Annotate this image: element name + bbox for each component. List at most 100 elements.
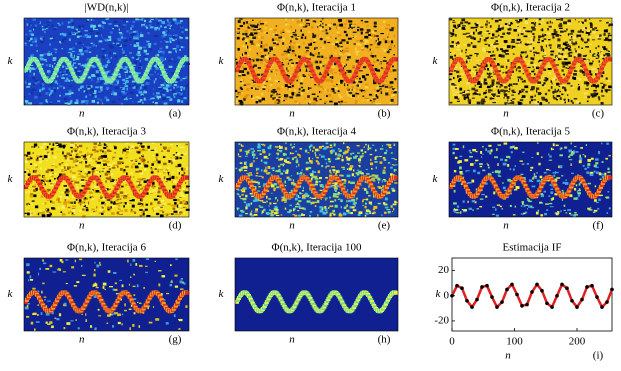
image-texture (286, 47, 288, 49)
image-texture (108, 36, 111, 38)
image-texture (550, 21, 551, 24)
image-texture (82, 208, 85, 210)
image-texture (154, 65, 157, 67)
image-texture (317, 96, 319, 97)
image-texture (486, 30, 489, 32)
image-texture (33, 73, 34, 76)
image-texture (298, 195, 299, 197)
image-texture (470, 39, 471, 41)
image-texture (101, 48, 104, 50)
image-texture (137, 33, 138, 35)
image-texture (388, 87, 392, 89)
image-texture (474, 92, 477, 94)
image-texture (378, 38, 379, 41)
image-texture (460, 93, 463, 94)
image-texture (359, 70, 363, 71)
image-texture (238, 153, 239, 155)
image-texture (257, 30, 260, 32)
image-texture (531, 101, 534, 102)
image-texture (28, 173, 31, 175)
image-texture (154, 35, 158, 37)
image-texture (608, 50, 609, 51)
image-texture (322, 30, 325, 32)
image-texture (75, 163, 79, 165)
image-texture (139, 205, 142, 206)
image-texture (348, 200, 352, 202)
image-texture (258, 199, 260, 201)
image-texture (347, 175, 351, 178)
image-texture (275, 101, 279, 102)
image-texture (319, 99, 321, 100)
image-texture (130, 211, 134, 212)
image-texture (273, 170, 275, 171)
image-texture (99, 209, 103, 211)
image-texture (61, 41, 65, 42)
image-texture (371, 168, 373, 170)
image-texture (155, 150, 157, 152)
image-texture (571, 85, 573, 86)
image-texture (66, 189, 69, 192)
image-texture (332, 210, 335, 212)
image-texture (580, 71, 583, 73)
image-texture (600, 55, 603, 58)
image-texture (103, 211, 105, 213)
image-texture (266, 201, 267, 203)
image-texture (258, 176, 262, 177)
image-texture (129, 98, 130, 100)
image-texture (348, 181, 350, 184)
image-texture (100, 149, 102, 151)
image-texture (71, 26, 74, 29)
image-texture (132, 161, 133, 163)
image-texture (164, 102, 168, 105)
image-texture (376, 35, 379, 37)
image-texture (319, 177, 322, 179)
image-texture (69, 21, 72, 22)
image-texture (315, 149, 318, 152)
image-texture (381, 91, 382, 94)
y-axis-label: k (433, 55, 439, 67)
image-texture (378, 182, 379, 184)
image-texture (162, 98, 166, 100)
image-texture (92, 190, 93, 192)
image-texture (503, 84, 506, 86)
image-texture (601, 102, 604, 105)
panel-title: Φ(n,k), Iteracija 2 (491, 2, 570, 14)
image-texture (258, 97, 261, 99)
image-texture (162, 21, 166, 24)
image-texture (33, 189, 36, 192)
image-texture (119, 93, 120, 95)
image-texture (144, 56, 147, 57)
image-texture (50, 174, 52, 176)
image-texture (544, 79, 547, 80)
image-texture (38, 22, 40, 23)
image-texture (67, 156, 68, 158)
image-texture (335, 38, 336, 40)
image-texture (158, 88, 162, 90)
image-texture (108, 23, 112, 24)
image-texture (258, 40, 260, 42)
y-axis-label: k (8, 173, 14, 185)
image-texture (339, 24, 343, 27)
image-texture (67, 166, 71, 168)
image-texture (49, 143, 51, 144)
image-texture (79, 199, 82, 202)
image-texture (312, 33, 313, 36)
image-texture (459, 27, 462, 29)
image-texture (274, 212, 278, 214)
image-texture (504, 90, 508, 92)
image-texture (326, 163, 328, 165)
image-texture (566, 99, 568, 101)
image-texture (368, 34, 371, 36)
image-texture (451, 52, 455, 53)
image-texture (87, 163, 88, 165)
image-texture (462, 92, 465, 93)
image-texture (262, 144, 264, 145)
image-texture (144, 150, 147, 151)
image-texture (554, 89, 555, 92)
image-texture (174, 202, 176, 205)
image-texture (580, 22, 582, 24)
image-texture (113, 183, 117, 185)
image-texture (507, 32, 509, 34)
image-texture (289, 209, 292, 211)
image-texture (556, 95, 560, 97)
